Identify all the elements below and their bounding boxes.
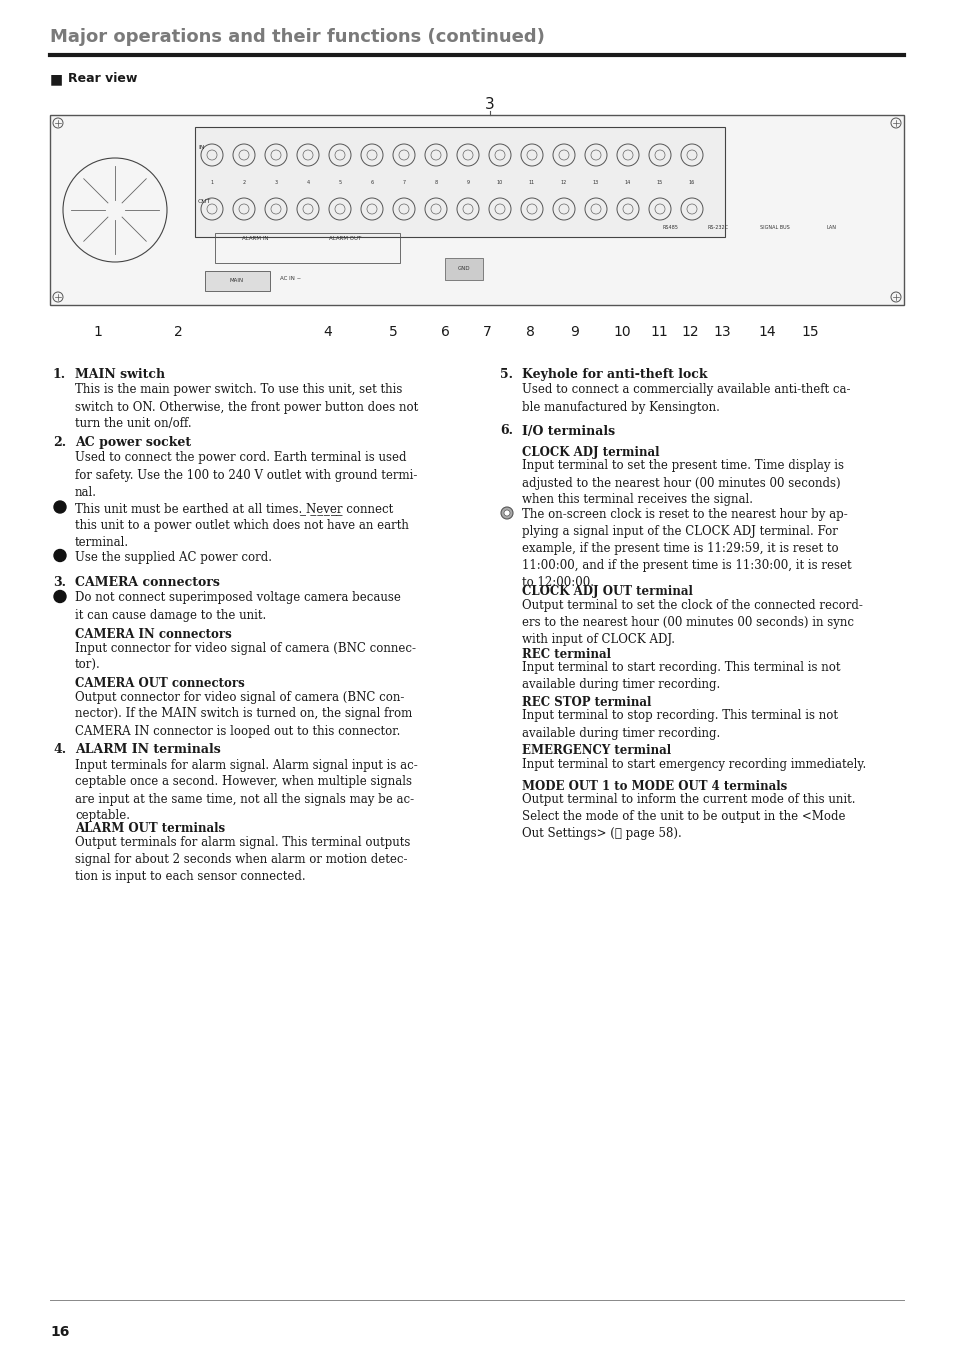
Text: 1: 1	[93, 325, 102, 339]
Text: 9: 9	[466, 180, 469, 185]
Text: Input terminal to start recording. This terminal is not
available during timer r: Input terminal to start recording. This …	[521, 662, 840, 691]
Text: 11: 11	[528, 180, 535, 185]
Text: 3: 3	[274, 180, 277, 185]
Text: 2: 2	[242, 180, 245, 185]
Text: REC terminal: REC terminal	[521, 648, 610, 660]
Text: !: !	[58, 501, 62, 510]
Circle shape	[54, 501, 66, 513]
Text: The on-screen clock is reset to the nearest hour by ap-
plying a signal input of: The on-screen clock is reset to the near…	[521, 508, 851, 589]
Text: 16: 16	[50, 1324, 70, 1339]
Text: 5.: 5.	[499, 369, 513, 381]
Text: 8: 8	[434, 180, 437, 185]
Text: 10: 10	[497, 180, 502, 185]
Text: 8: 8	[525, 325, 534, 339]
Text: Rear view: Rear view	[68, 72, 137, 85]
Text: 1: 1	[211, 180, 213, 185]
Text: CAMERA IN connectors: CAMERA IN connectors	[75, 629, 232, 641]
Text: 4: 4	[323, 325, 332, 339]
Text: 16: 16	[688, 180, 695, 185]
Text: 12: 12	[560, 180, 566, 185]
Text: EMERGENCY terminal: EMERGENCY terminal	[521, 744, 670, 757]
Text: 5: 5	[338, 180, 341, 185]
Text: ALARM IN: ALARM IN	[241, 236, 268, 240]
Text: 12: 12	[680, 325, 699, 339]
Text: CLOCK ADJ OUT terminal: CLOCK ADJ OUT terminal	[521, 586, 692, 598]
Text: ■: ■	[50, 72, 63, 86]
Text: 2.: 2.	[53, 436, 66, 450]
Text: 4: 4	[306, 180, 309, 185]
Text: ALARM IN terminals: ALARM IN terminals	[75, 743, 220, 756]
Text: Input terminal to stop recording. This terminal is not
available during timer re: Input terminal to stop recording. This t…	[521, 710, 837, 740]
Text: Input terminals for alarm signal. Alarm signal input is ac-
ceptable once a seco: Input terminals for alarm signal. Alarm …	[75, 759, 417, 822]
Text: SIGNAL BUS: SIGNAL BUS	[760, 225, 789, 231]
Text: MODE OUT 1 to MODE OUT 4 terminals: MODE OUT 1 to MODE OUT 4 terminals	[521, 779, 786, 792]
Text: 2: 2	[173, 325, 182, 339]
Text: RS485: RS485	[661, 225, 678, 231]
Text: 3.: 3.	[53, 576, 66, 589]
Text: 11: 11	[649, 325, 667, 339]
Text: Output terminals for alarm signal. This terminal outputs
signal for about 2 seco: Output terminals for alarm signal. This …	[75, 836, 410, 883]
Text: MAIN: MAIN	[230, 278, 244, 283]
Text: 5: 5	[388, 325, 397, 339]
Bar	[194, 127, 724, 238]
Text: ALARM OUT terminals: ALARM OUT terminals	[75, 822, 225, 836]
Bar	[444, 258, 482, 279]
Text: Keyhole for anti-theft lock: Keyhole for anti-theft lock	[521, 369, 707, 381]
Circle shape	[503, 510, 510, 516]
Text: !: !	[58, 590, 62, 599]
Text: Used to connect a commercially available anti-theft ca-
ble manufactured by Kens: Used to connect a commercially available…	[521, 383, 850, 413]
Text: GND: GND	[457, 266, 470, 271]
Text: 6: 6	[370, 180, 374, 185]
Text: 13: 13	[713, 325, 730, 339]
Bar	[214, 232, 399, 263]
Circle shape	[54, 590, 66, 602]
Text: This unit must be earthed at all times. ̲N̲e̲v̲e̲r̲ connect
this unit to a power: This unit must be earthed at all times. …	[75, 502, 409, 549]
Text: Do not connect superimposed voltage camera because
it can cause damage to the un: Do not connect superimposed voltage came…	[75, 591, 400, 621]
Text: 15: 15	[801, 325, 818, 339]
Text: Output connector for video signal of camera (BNC con-
nector). If the MAIN switc: Output connector for video signal of cam…	[75, 690, 412, 737]
Text: 3: 3	[485, 97, 495, 112]
Text: 4.: 4.	[53, 743, 66, 756]
Text: Output terminal to set the clock of the connected record-
ers to the nearest hou: Output terminal to set the clock of the …	[521, 599, 862, 647]
Text: 1.: 1.	[53, 369, 66, 381]
Text: AC IN ~: AC IN ~	[280, 277, 301, 282]
Text: 10: 10	[613, 325, 630, 339]
Text: MAIN switch: MAIN switch	[75, 369, 165, 381]
Text: CLOCK ADJ terminal: CLOCK ADJ terminal	[521, 446, 659, 459]
Text: Input connector for video signal of camera (BNC connec-
tor).: Input connector for video signal of came…	[75, 643, 416, 672]
Circle shape	[500, 508, 513, 518]
Text: AC power socket: AC power socket	[75, 436, 191, 450]
Text: 6.: 6.	[499, 424, 513, 437]
Text: Input terminal to start emergency recording immediately.: Input terminal to start emergency record…	[521, 757, 865, 771]
Text: REC STOP terminal: REC STOP terminal	[521, 697, 651, 709]
Text: 7: 7	[402, 180, 405, 185]
Text: RS-232C: RS-232C	[707, 225, 728, 231]
FancyBboxPatch shape	[50, 115, 903, 305]
Text: Major operations and their functions (continued): Major operations and their functions (co…	[50, 28, 544, 46]
Text: 15: 15	[657, 180, 662, 185]
Text: OUT: OUT	[198, 198, 212, 204]
Text: 13: 13	[592, 180, 598, 185]
Text: 7: 7	[482, 325, 491, 339]
Text: LAN: LAN	[826, 225, 836, 231]
Text: I/O terminals: I/O terminals	[521, 424, 615, 437]
Text: 14: 14	[624, 180, 631, 185]
Text: CAMERA OUT connectors: CAMERA OUT connectors	[75, 676, 245, 690]
Text: Used to connect the power cord. Earth terminal is used
for safety. Use the 100 t: Used to connect the power cord. Earth te…	[75, 451, 417, 498]
Text: ALARM OUT: ALARM OUT	[329, 236, 361, 240]
Text: 14: 14	[758, 325, 775, 339]
Text: 9: 9	[570, 325, 578, 339]
Bar	[205, 271, 270, 290]
Circle shape	[54, 549, 66, 562]
Text: This is the main power switch. To use this unit, set this
switch to ON. Otherwis: This is the main power switch. To use th…	[75, 383, 417, 431]
Text: CAMERA connectors: CAMERA connectors	[75, 576, 219, 589]
Text: 6: 6	[440, 325, 449, 339]
Text: Use the supplied AC power cord.: Use the supplied AC power cord.	[75, 551, 272, 563]
Text: Input terminal to set the present time. Time display is
adjusted to the nearest : Input terminal to set the present time. …	[521, 459, 843, 506]
Text: !: !	[58, 549, 62, 559]
Text: IN: IN	[198, 144, 204, 150]
Text: Output terminal to inform the current mode of this unit.
Select the mode of the : Output terminal to inform the current mo…	[521, 792, 855, 840]
